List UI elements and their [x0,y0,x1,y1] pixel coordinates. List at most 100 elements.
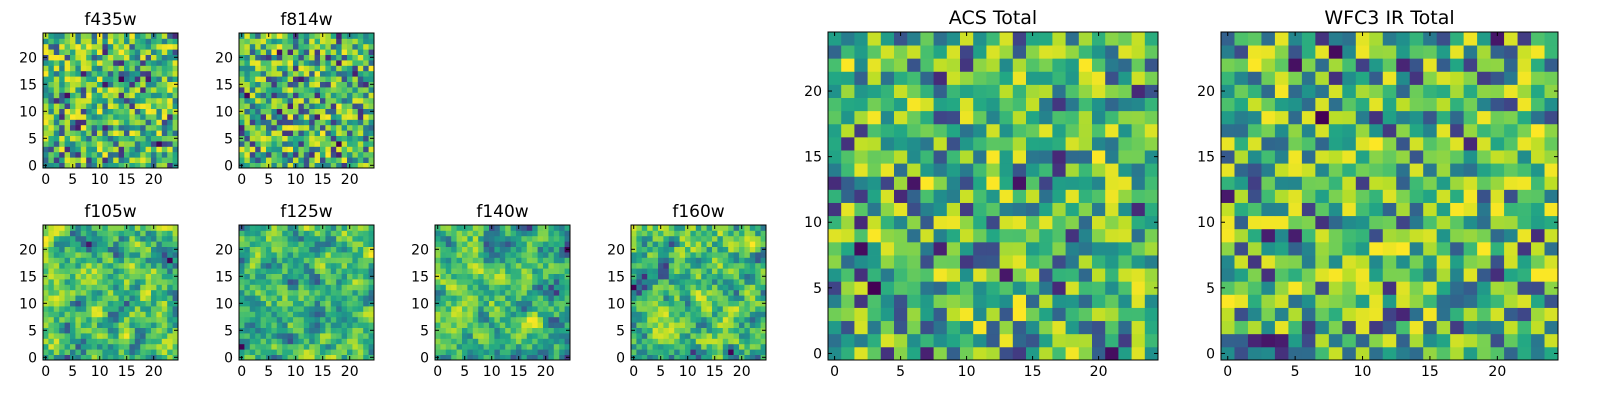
heatmap-cell [341,246,348,253]
heatmap-cell [330,124,337,131]
heatmap-cell [733,284,740,291]
heatmap-cell [113,38,119,45]
heatmap-cell [733,225,740,231]
heatmap-cell [467,327,474,334]
heatmap-cell [973,32,987,46]
heatmap-cell [113,119,119,126]
heatmap-cell [282,65,288,72]
heatmap-cell [287,103,294,109]
heatmap-cell [75,354,82,361]
heatmap-cell [97,327,103,334]
heatmap-cell [336,354,342,361]
heatmap-cell [641,268,648,274]
heatmap-cell [854,228,868,243]
heatmap-cell [330,97,337,104]
heatmap-cell [118,49,125,55]
heatmap-cell [652,252,659,258]
heatmap-cell [75,49,82,55]
heatmap-cell [309,343,315,350]
heatmap-cell [239,151,245,158]
heatmap-cell [631,241,637,247]
heatmap-cell [124,135,130,142]
heatmap-cell [249,76,256,82]
heatmap-cell [134,33,141,39]
heatmap-cell [260,316,267,323]
heatmap-cell [244,146,251,153]
heatmap-cell [894,228,908,243]
heatmap-cell [631,311,637,318]
heatmap-cell [124,235,130,242]
heatmap-cell [999,176,1014,190]
heatmap-cell [325,92,332,99]
heatmap-cell [309,230,315,237]
heatmap-cell [266,311,272,318]
heatmap-cell [894,45,908,59]
heatmap-cell [516,252,522,258]
heatmap-cell [564,257,571,264]
heatmap-cell [663,246,670,253]
heatmap-cell [64,135,71,142]
heatmap-cell [526,262,533,269]
heatmap-cell [282,252,288,258]
heatmap-cell [363,306,369,312]
heatmap-cell [249,311,256,318]
heatmap-cell [357,76,364,82]
heatmap-cell [505,333,511,339]
heatmap-cell [129,338,136,345]
heatmap-cell [368,343,375,350]
heatmap-cell [986,32,1000,46]
heatmap-cell [341,262,348,269]
heatmap-cell [510,262,517,269]
heatmap-cell [1477,346,1491,361]
heatmap-cell [314,151,321,158]
heatmap-cell [728,235,734,242]
heatmap-cell [712,338,718,345]
heatmap-cell [239,130,245,136]
heatmap-cell [80,252,87,258]
heatmap-cell [140,130,146,136]
heatmap-cell [102,284,109,291]
heatmap-cell [107,252,114,258]
heatmap-cell [973,255,987,269]
heatmap-cell [499,241,506,247]
heatmap-cell [298,108,305,115]
heatmap-cell [505,225,511,231]
heatmap-cell [161,65,168,72]
heatmap-cell [341,235,348,242]
heatmap-cell [828,281,842,295]
heatmap-cell [309,333,315,339]
heatmap-cell [363,230,369,237]
heatmap-cell [309,81,315,88]
heatmap-cell [336,81,342,88]
heatmap-cell [129,157,136,163]
heatmap-cell [260,65,267,72]
heatmap-cell [744,338,751,345]
heatmap-cell [134,273,141,280]
heatmap-cell [314,246,321,253]
heatmap-cell [59,43,65,50]
x-tick-label: 20 [733,364,751,380]
heatmap-cell [118,43,125,50]
heatmap-cell [663,241,670,247]
heatmap-cell [445,349,452,355]
heatmap-cell [53,87,60,93]
heatmap-cell [129,268,136,274]
heatmap-cell [828,123,842,138]
heatmap-cell [478,349,484,355]
heatmap-cell [271,87,278,93]
heatmap-cell [521,354,528,361]
heatmap-cell [161,338,168,345]
heatmap-cell [309,65,315,72]
heatmap-cell [548,257,555,264]
heatmap-cell [1078,307,1093,322]
heatmap-cell [1342,163,1357,177]
heatmap-cell [435,235,441,242]
heatmap-cell [668,327,675,334]
heatmap-cell [543,311,549,318]
heatmap-cell [53,65,60,72]
heatmap-cell [435,284,441,291]
heatmap-cell [48,70,55,77]
heatmap-cell [1436,281,1451,295]
heatmap-cell [894,163,908,177]
heatmap-cell [276,60,283,66]
